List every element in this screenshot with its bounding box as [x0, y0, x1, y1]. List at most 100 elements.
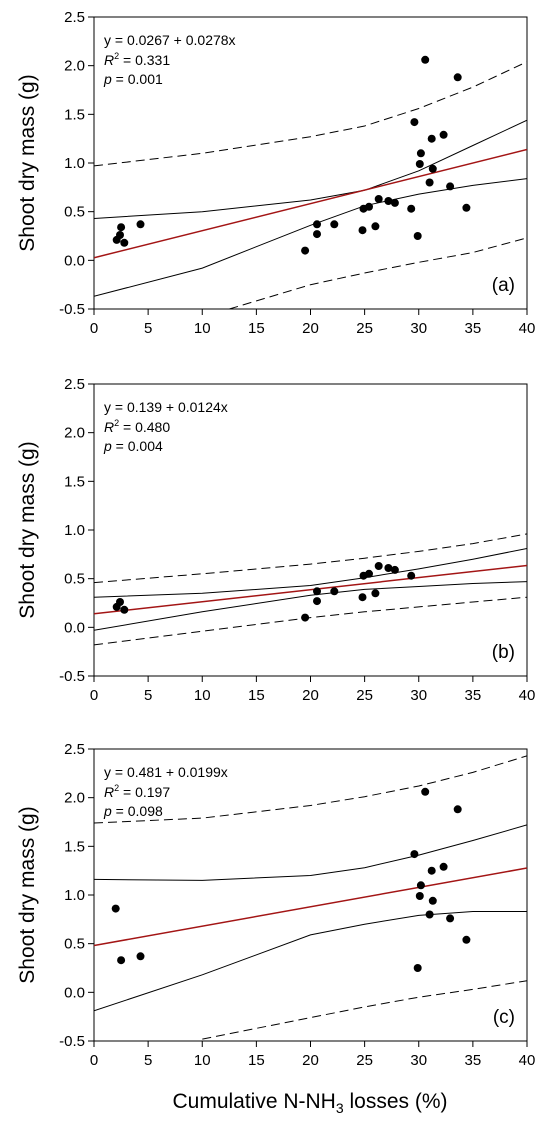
data-point — [313, 587, 321, 596]
data-point — [120, 238, 129, 247]
y-tick-label: 2.0 — [64, 790, 85, 807]
data-point — [374, 562, 383, 570]
data-point — [439, 862, 448, 871]
r-squared-label: R2 = 0.197 — [104, 783, 170, 800]
y-tick-label: 1.0 — [64, 522, 85, 539]
prediction-band-upper — [94, 61, 527, 167]
data-point — [390, 565, 399, 574]
x-tick-label: 40 — [519, 320, 536, 337]
data-point — [446, 914, 455, 923]
panel-label: (b) — [492, 642, 515, 663]
y-tick-label: 0.0 — [64, 984, 85, 1001]
y-tick-label: 2.0 — [64, 425, 85, 442]
x-tick-label: 35 — [465, 687, 482, 704]
x-tick-label: 0 — [90, 687, 98, 704]
data-point — [421, 55, 430, 64]
panel-a: 0 5 10 15 20 25 30 35 40 -0.5 0.0 0.5 1.0 1.5 2.0 2.5 Sh… — [16, 9, 535, 337]
y-tick-label: -0.5 — [59, 668, 85, 685]
y-tick-label: 1.0 — [64, 887, 85, 904]
confidence-band-lower — [94, 581, 527, 631]
panel-b: 0 5 10 15 20 25 30 35 40 -0.5 0.0 0.5 1.0 1.5 2.0 2.5 Sh… — [16, 376, 535, 704]
data-point — [453, 805, 462, 814]
data-point — [116, 231, 124, 239]
y-tick-label: 1.5 — [64, 838, 85, 855]
y-tick-label: 0.5 — [64, 936, 85, 953]
p-value-label: p = 0.001 — [103, 71, 163, 87]
y-tick-label: -0.5 — [59, 1033, 85, 1050]
x-tick-label: 15 — [248, 687, 265, 704]
y-tick-label: 0.0 — [64, 252, 85, 269]
x-tick-label: 25 — [356, 687, 373, 704]
x-tick-label: 20 — [302, 687, 319, 704]
x-tick-label: 20 — [302, 1052, 319, 1069]
data-point — [416, 149, 425, 158]
data-point — [313, 597, 321, 606]
data-point — [428, 896, 437, 905]
x-tick-label: 30 — [410, 320, 427, 337]
y-tick-label: 1.5 — [64, 106, 85, 123]
data-point — [116, 598, 124, 606]
data-point — [313, 220, 321, 229]
x-tick-label: 10 — [194, 320, 211, 337]
y-axis-title: Shoot dry mass (g) — [16, 806, 39, 983]
x-tick-label: 20 — [302, 320, 319, 337]
prediction-band-lower — [229, 237, 527, 309]
x-tick-label: 30 — [410, 1052, 427, 1069]
x-tick-label: 10 — [194, 1052, 211, 1069]
regression-line — [94, 564, 527, 615]
regression-line — [94, 148, 527, 259]
y-tick-label: 0.5 — [64, 571, 85, 588]
data-point — [462, 203, 471, 212]
data-point — [111, 904, 120, 913]
y-tick-label: 2.0 — [64, 58, 85, 75]
prediction-band-lower — [202, 980, 527, 1040]
x-tick-label: 15 — [248, 1052, 265, 1069]
data-point — [410, 850, 419, 859]
x-tick-label: 30 — [410, 687, 427, 704]
r-squared-label: R2 = 0.331 — [104, 51, 170, 68]
x-tick-label: 15 — [248, 320, 265, 337]
data-point — [425, 178, 434, 187]
data-point — [439, 130, 448, 139]
y-tick-label: 1.5 — [64, 473, 85, 490]
confidence-band-upper — [94, 824, 527, 881]
data-point — [384, 564, 393, 572]
data-point — [358, 593, 367, 602]
data-point — [425, 910, 434, 919]
data-point — [407, 204, 416, 213]
panel-label: (c) — [493, 1007, 515, 1028]
x-tick-label: 35 — [465, 1052, 482, 1069]
y-tick-label: 2.5 — [64, 376, 85, 393]
confidence-band-lower — [94, 911, 527, 1012]
regression-equation: y = 0.481 + 0.0199x — [104, 764, 228, 780]
data-point — [453, 73, 462, 82]
data-point — [410, 118, 419, 127]
regression-line — [94, 867, 527, 947]
data-point — [136, 220, 145, 229]
data-point — [374, 195, 383, 203]
y-tick-label: -0.5 — [59, 301, 85, 318]
data-point — [117, 956, 126, 965]
confidence-band-lower — [94, 178, 527, 297]
data-point — [330, 220, 339, 229]
data-point — [365, 569, 373, 578]
x-tick-label: 40 — [519, 1052, 536, 1069]
x-tick-label: 5 — [144, 1052, 152, 1069]
data-point — [427, 866, 436, 875]
data-point — [428, 164, 437, 173]
y-tick-label: 2.5 — [64, 9, 85, 26]
p-value-label: p = 0.098 — [103, 803, 163, 819]
y-tick-label: 0.0 — [64, 619, 85, 636]
data-point — [358, 226, 367, 235]
data-point — [427, 134, 436, 143]
x-axis-title: Cumulative N-NH3 losses (%) — [172, 1090, 447, 1116]
data-point — [390, 198, 399, 207]
y-tick-label: 0.5 — [64, 204, 85, 221]
x-tick-label: 0 — [90, 320, 98, 337]
data-point — [313, 230, 321, 239]
data-point — [446, 182, 455, 191]
data-point — [415, 160, 424, 168]
data-point — [462, 935, 471, 944]
regression-equation: y = 0.0267 + 0.0278x — [104, 32, 236, 48]
data-point — [416, 881, 425, 890]
